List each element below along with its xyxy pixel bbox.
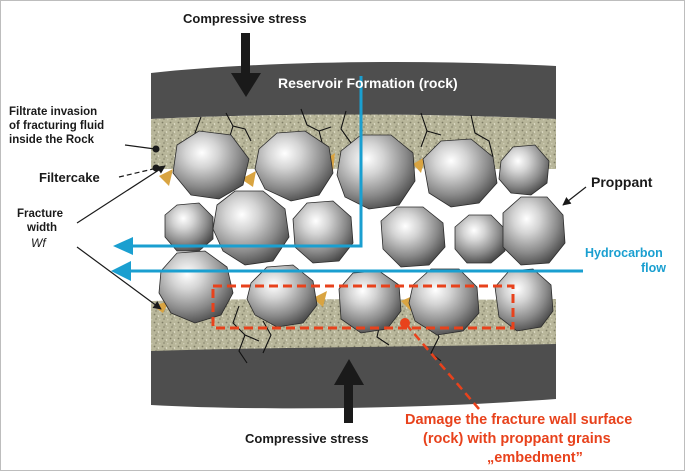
compressive-stress-arrow-bottom <box>334 359 364 423</box>
filtrate-label-line1: Filtrate invasion <box>9 106 97 118</box>
compressive-stress-arrow-top <box>231 33 261 97</box>
proppant-leader <box>562 186 587 206</box>
damage-pointer-dot <box>400 318 410 328</box>
fracture-width-symbol: Wf <box>31 236 47 250</box>
proppant-grain <box>502 196 566 266</box>
fracture-width-label-line1: Fracture <box>17 208 63 220</box>
filtercake-dot <box>152 164 160 172</box>
proppant-grain <box>164 202 214 252</box>
proppant-grain <box>336 134 416 210</box>
flow-arrowhead-lower <box>111 261 131 281</box>
proppant-label: Proppant <box>591 174 653 190</box>
filtercake-leader <box>118 168 154 178</box>
damage-pointer <box>404 322 480 410</box>
hydrocarbon-label-line1: Hydrocarbon <box>585 246 663 260</box>
damage-label-line3: „embedment” <box>487 450 583 466</box>
proppant-grain <box>246 264 318 328</box>
compressive-stress-bottom-label: Compressive stress <box>245 431 369 446</box>
proppant-grain <box>292 200 354 264</box>
proppant-grain <box>498 144 550 196</box>
damage-label-line1: Damage the fracture wall surface <box>405 412 632 428</box>
filtercake-label: Filtercake <box>39 170 100 185</box>
proppant-grain <box>422 138 498 208</box>
flow-path-upper <box>131 76 363 248</box>
flow-arrowhead-upper <box>113 237 133 255</box>
fracture-width-label-line2: width <box>26 222 57 234</box>
hydrocarbon-label-line2: flow <box>641 261 666 275</box>
damage-label-line2: (rock) with proppant grains <box>423 431 611 447</box>
filtrate-label-line2: of fracturing fluid <box>9 120 104 132</box>
embedment-damage-box <box>211 284 515 330</box>
reservoir-formation-label: Reservoir Formation (rock) <box>278 75 458 91</box>
top-cracks <box>194 108 494 158</box>
filtrate-dot <box>152 145 160 153</box>
hydrocarbon-flow-arrows <box>131 76 583 273</box>
proppant-grain <box>454 214 506 264</box>
fracture-width-leader-bottom <box>76 246 162 310</box>
compressive-stress-top-label: Compressive stress <box>183 11 307 26</box>
proppant-grain <box>172 130 250 200</box>
leader-lines <box>76 144 587 310</box>
fracture-width-leader-top <box>76 165 166 224</box>
proppant-grain <box>254 130 334 202</box>
filtrate-leader <box>124 144 156 150</box>
filtrate-label-line3: inside the Rock <box>9 134 95 146</box>
proppant-grain <box>380 206 446 268</box>
